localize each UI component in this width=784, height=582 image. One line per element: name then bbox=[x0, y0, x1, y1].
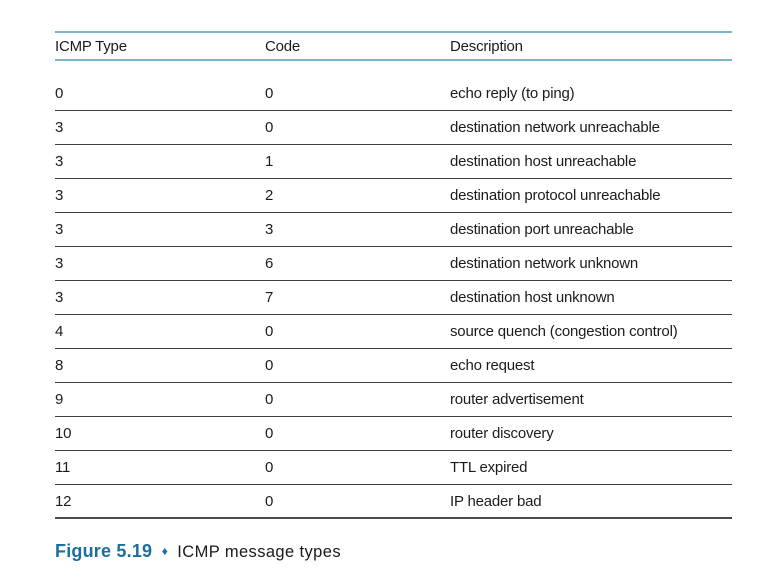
table-row: 10 0 router discovery bbox=[55, 417, 732, 451]
cell-description: destination host unknown bbox=[450, 289, 615, 306]
cell-icmp-type: 9 bbox=[55, 391, 64, 408]
table-row: 8 0 echo request bbox=[55, 349, 732, 383]
cell-icmp-type: 3 bbox=[55, 255, 64, 272]
cell-code: 0 bbox=[265, 85, 274, 102]
cell-description: router discovery bbox=[450, 425, 554, 442]
cell-icmp-type: 11 bbox=[55, 459, 71, 476]
cell-icmp-type: 10 bbox=[55, 425, 72, 442]
table-header-row: ICMP Type Code Description bbox=[55, 31, 732, 61]
cell-description: destination network unknown bbox=[450, 255, 639, 272]
column-header-icmp-type: ICMP Type bbox=[55, 37, 127, 55]
cell-icmp-type: 3 bbox=[55, 289, 64, 306]
table-row: 3 3 destination port unreachable bbox=[55, 213, 732, 247]
cell-code: 6 bbox=[265, 255, 274, 272]
cell-code: 3 bbox=[265, 221, 274, 238]
cell-icmp-type: 8 bbox=[55, 357, 64, 374]
cell-code: 2 bbox=[265, 187, 274, 204]
cell-description: source quench (congestion control) bbox=[450, 323, 678, 340]
icmp-message-types-table: ICMP Type Code Description 0 0 echo repl… bbox=[55, 31, 732, 519]
cell-description: echo reply (to ping) bbox=[450, 85, 575, 102]
cell-description: destination port unreachable bbox=[450, 221, 634, 238]
table-row: 3 7 destination host unknown bbox=[55, 281, 732, 315]
table-row: 0 0 echo reply (to ping) bbox=[55, 61, 732, 111]
cell-description: destination network unreachable bbox=[450, 119, 660, 136]
cell-icmp-type: 3 bbox=[55, 119, 64, 136]
cell-code: 0 bbox=[265, 459, 274, 476]
cell-description: router advertisement bbox=[450, 391, 584, 408]
cell-description: IP header bad bbox=[450, 492, 542, 510]
table-row: 4 0 source quench (congestion control) bbox=[55, 315, 732, 349]
figure-title: ICMP message types bbox=[177, 543, 341, 561]
cell-code: 0 bbox=[265, 119, 274, 136]
cell-description: destination protocol unreachable bbox=[450, 187, 661, 204]
cell-description: destination host unreachable bbox=[450, 153, 637, 170]
column-header-code: Code bbox=[265, 37, 301, 55]
cell-icmp-type: 3 bbox=[55, 153, 64, 170]
table-row: 11 0 TTL expired bbox=[55, 451, 732, 485]
cell-code: 0 bbox=[265, 425, 274, 442]
cell-icmp-type: 3 bbox=[55, 221, 64, 238]
cell-code: 0 bbox=[265, 492, 274, 510]
cell-icmp-type: 4 bbox=[55, 323, 64, 340]
table-row: 3 2 destination protocol unreachable bbox=[55, 179, 732, 213]
cell-icmp-type: 0 bbox=[55, 85, 64, 102]
table-row: 3 1 destination host unreachable bbox=[55, 145, 732, 179]
cell-code: 0 bbox=[265, 323, 274, 340]
cell-code: 0 bbox=[265, 357, 274, 374]
cell-code: 7 bbox=[265, 289, 274, 306]
figure-number-label: Figure 5.19 bbox=[55, 541, 153, 561]
column-header-description: Description bbox=[450, 37, 523, 55]
cell-icmp-type: 12 bbox=[55, 492, 72, 510]
cell-icmp-type: 3 bbox=[55, 187, 64, 204]
diamond-separator-icon: ♦ bbox=[161, 544, 168, 558]
cell-code: 0 bbox=[265, 391, 274, 408]
figure-caption: Figure 5.19 ♦ ICMP message types bbox=[55, 541, 341, 563]
table-row: 3 0 destination network unreachable bbox=[55, 111, 732, 145]
cell-code: 1 bbox=[265, 153, 274, 170]
cell-description: echo request bbox=[450, 357, 535, 374]
table-row: 3 6 destination network unknown bbox=[55, 247, 732, 281]
table-row: 12 0 IP header bad bbox=[55, 485, 732, 519]
cell-description: TTL expired bbox=[450, 459, 528, 476]
table-row: 9 0 router advertisement bbox=[55, 383, 732, 417]
